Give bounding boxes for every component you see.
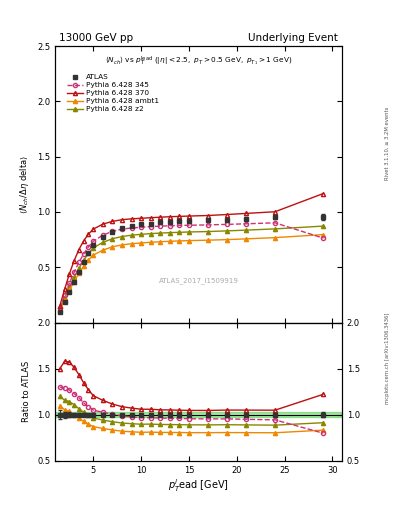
Text: mcplots.cern.ch [arXiv:1306.3436]: mcplots.cern.ch [arXiv:1306.3436] <box>385 313 390 404</box>
Text: $\langle N_{ch}\rangle$ vs $p_T^{\rm lead}$ ($|\eta|<2.5,\ p_T>0.5\ \mathrm{GeV}: $\langle N_{ch}\rangle$ vs $p_T^{\rm lea… <box>105 54 292 68</box>
Text: Rivet 3.1.10, ≥ 3.2M events: Rivet 3.1.10, ≥ 3.2M events <box>385 106 390 180</box>
Y-axis label: Ratio to ATLAS: Ratio to ATLAS <box>22 361 31 422</box>
Text: 13000 GeV pp: 13000 GeV pp <box>59 33 133 44</box>
Legend: ATLAS, Pythia 6.428 345, Pythia 6.428 370, Pythia 6.428 ambt1, Pythia 6.428 z2: ATLAS, Pythia 6.428 345, Pythia 6.428 37… <box>64 72 161 114</box>
X-axis label: $p_T^l$ead [GeV]: $p_T^l$ead [GeV] <box>168 477 229 494</box>
Text: ATLAS_2017_I1509919: ATLAS_2017_I1509919 <box>158 278 239 285</box>
Bar <box>55 412 342 417</box>
Y-axis label: $\langle N_{ch}/\Delta\eta\ \mathrm{delta}\rangle$: $\langle N_{ch}/\Delta\eta\ \mathrm{delt… <box>18 155 31 214</box>
Text: Underlying Event: Underlying Event <box>248 33 338 44</box>
